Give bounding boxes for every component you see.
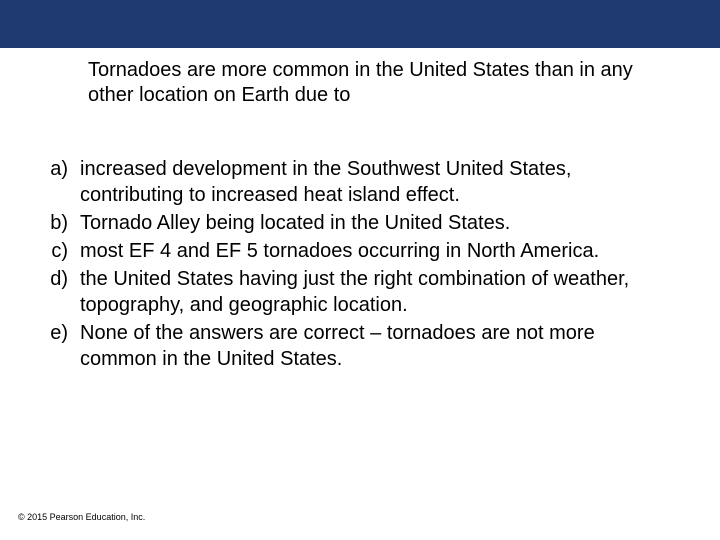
option-text: None of the answers are correct – tornad… — [80, 320, 670, 372]
option-text: increased development in the Southwest U… — [80, 156, 670, 208]
header-bar — [0, 0, 720, 48]
option-text: most EF 4 and EF 5 tornadoes occurring i… — [80, 238, 670, 264]
copyright-text: © 2015 Pearson Education, Inc. — [18, 512, 145, 522]
option-e: e) None of the answers are correct – tor… — [40, 320, 670, 372]
option-d: d) the United States having just the rig… — [40, 266, 670, 318]
question-stem: Tornadoes are more common in the United … — [0, 48, 720, 108]
option-letter: c) — [40, 238, 80, 264]
option-text: the United States having just the right … — [80, 266, 670, 318]
option-c: c) most EF 4 and EF 5 tornadoes occurrin… — [40, 238, 670, 264]
option-letter: e) — [40, 320, 80, 346]
option-letter: a) — [40, 156, 80, 182]
option-text: Tornado Alley being located in the Unite… — [80, 210, 670, 236]
option-a: a) increased development in the Southwes… — [40, 156, 670, 208]
option-letter: b) — [40, 210, 80, 236]
option-letter: d) — [40, 266, 80, 292]
options-list: a) increased development in the Southwes… — [0, 108, 720, 372]
option-b: b) Tornado Alley being located in the Un… — [40, 210, 670, 236]
